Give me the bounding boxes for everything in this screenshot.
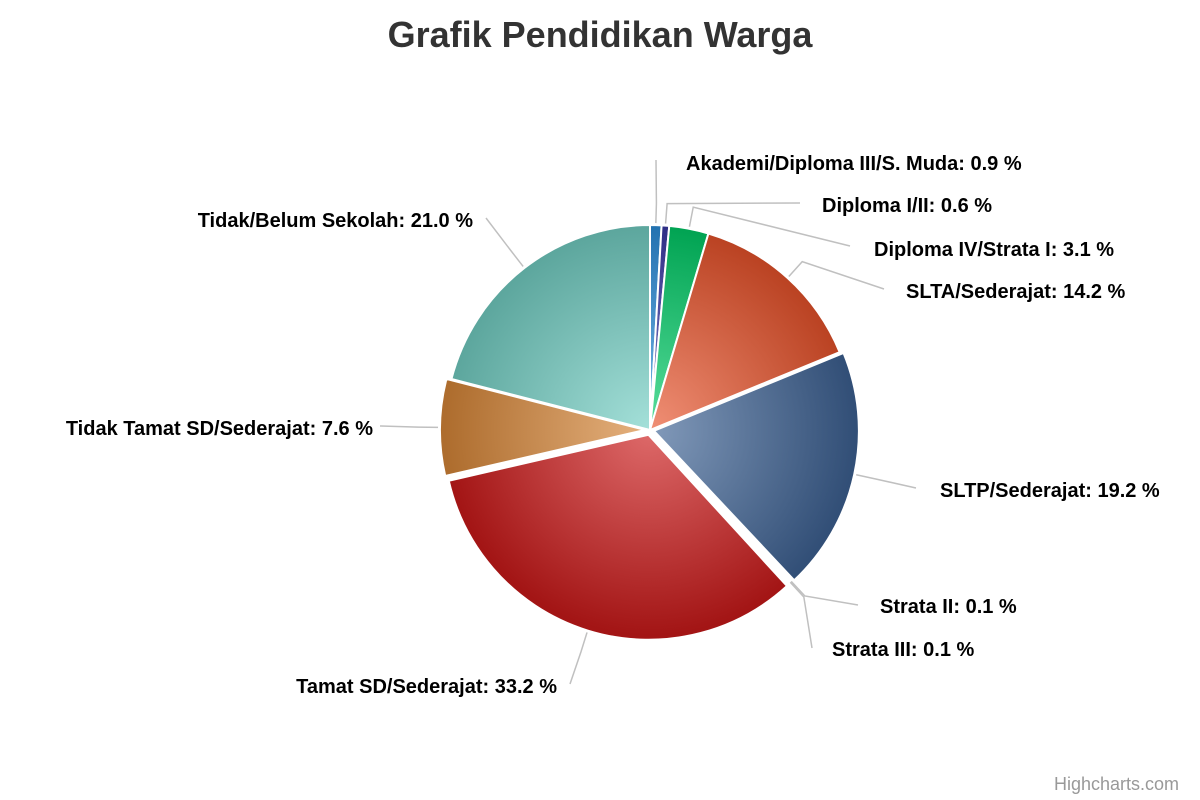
label-connector (379, 425, 439, 429)
data-label: Diploma I/II: 0.6 % (822, 195, 992, 217)
pie-slice-4[interactable] (648, 232, 841, 432)
pie-slice-7[interactable] (649, 429, 791, 583)
data-label: Diploma IV/Strata I: 3.1 % (874, 239, 1114, 261)
data-label: SLTA/Sederajat: 14.2 % (906, 281, 1126, 303)
credits-link[interactable]: Highcharts.com (1054, 774, 1179, 794)
slices-layer (439, 223, 860, 641)
data-label: Tamat SD/Sederajat: 33.2 % (296, 676, 557, 698)
chart-title: Grafik Pendidikan Warga (388, 14, 814, 55)
pie-slice-5[interactable] (652, 351, 860, 582)
data-label: Akademi/Diploma III/S. Muda: 0.9 % (686, 153, 1022, 175)
connectors-layer (379, 159, 917, 685)
data-label: SLTP/Sederajat: 19.2 % (940, 480, 1160, 502)
data-label: Strata II: 0.1 % (880, 596, 1017, 618)
label-connector (789, 581, 813, 649)
pie-slice-8[interactable] (447, 433, 789, 641)
label-connector (655, 159, 658, 224)
labels-layer: Akademi/Diploma III/S. Muda: 0.9 % Diplom… (66, 153, 1160, 698)
label-connector (688, 206, 851, 247)
label-connector (569, 632, 588, 685)
pie-slice-9[interactable] (439, 377, 646, 478)
label-connector (664, 202, 801, 224)
data-label: Tidak/Belum Sekolah: 21.0 % (198, 210, 474, 232)
data-label: Strata III: 0.1 % (832, 639, 974, 661)
label-connector (790, 580, 859, 606)
data-label: Tidak Tamat SD/Sederajat: 7.6 % (66, 418, 373, 440)
label-connector (788, 260, 885, 290)
label-connector (485, 217, 524, 267)
pie-slice-10[interactable] (450, 223, 651, 432)
label-connector (856, 474, 917, 489)
